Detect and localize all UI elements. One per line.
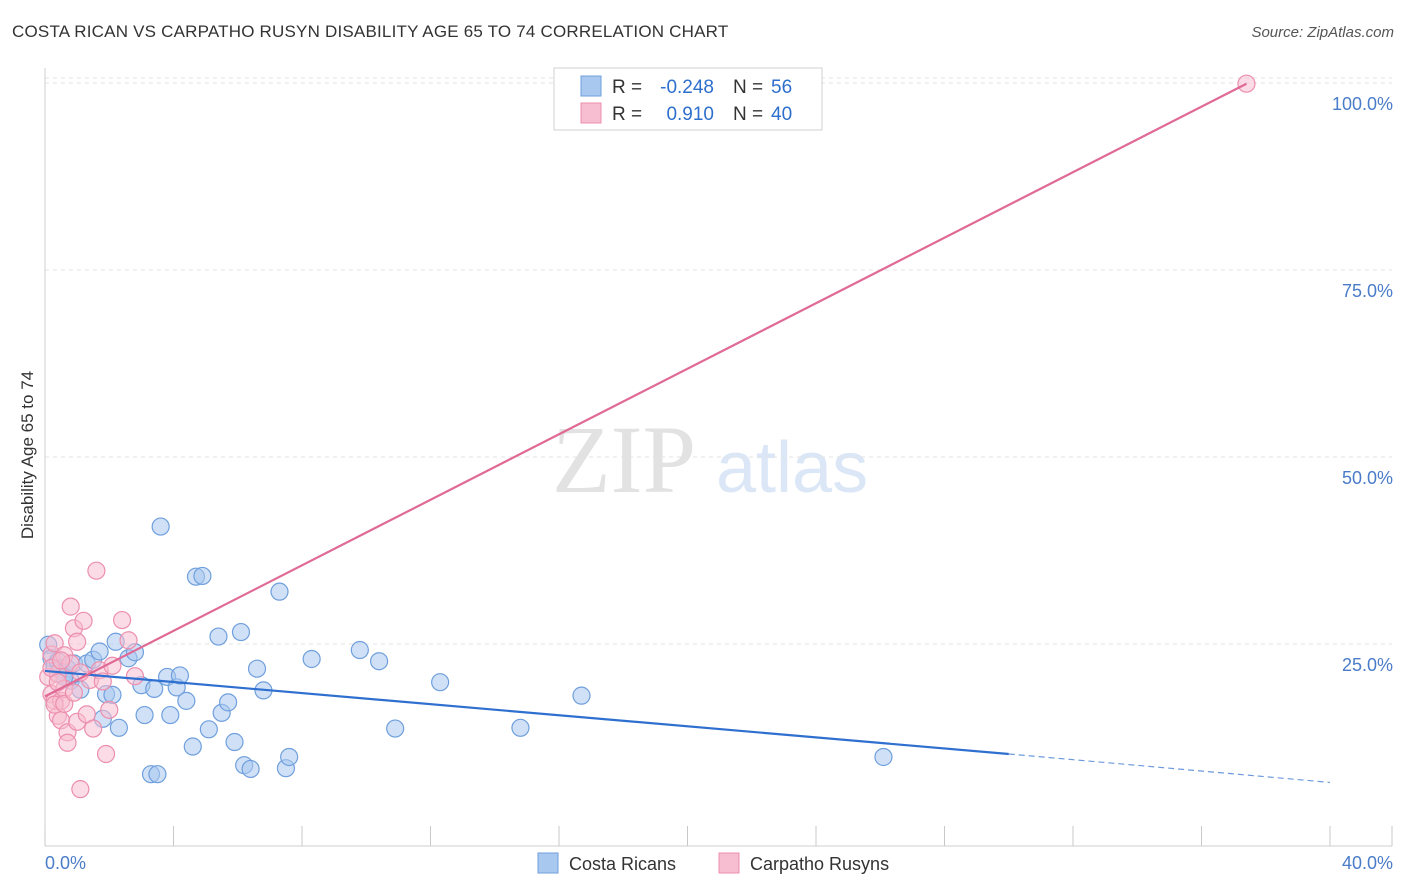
point-costa-ricans-30 [183, 737, 202, 756]
point-costa-ricans-22 [145, 679, 164, 699]
watermark-zip: ZIP [552, 406, 696, 513]
point-costa-ricans-26 [161, 705, 180, 725]
point-carpatho-rusyns-30 [119, 631, 138, 650]
point-costa-ricans-38 [231, 622, 251, 642]
point-costa-ricans-23 [148, 765, 167, 784]
point-costa-ricans-28 [170, 666, 190, 685]
point-carpatho-rusyns-4 [45, 634, 64, 653]
grid-lines [45, 77, 1392, 645]
watermark-atlas: atlas [716, 428, 868, 508]
y-tick-label-50: 50.0% [1342, 468, 1393, 488]
point-carpatho-rusyns-13 [61, 597, 80, 616]
point-costa-ricans-33 [199, 720, 218, 739]
x-tick-label-end: 40.0% [1342, 853, 1393, 873]
point-costa-ricans-43 [270, 582, 289, 601]
point-costa-ricans-12 [90, 642, 109, 661]
scatter-points [39, 74, 1256, 799]
chart-title: COSTA RICAN VS CARPATHO RUSYN DISABILITY… [12, 22, 729, 41]
trend-lines [44, 82, 1331, 784]
y-tick-label-75: 75.0% [1342, 281, 1393, 301]
point-carpatho-rusyns-12 [58, 733, 77, 752]
legend-n-label-2: N = [733, 104, 763, 125]
tick-labels: 25.0% 50.0% 75.0% 100.0% 0.0% 40.0% [45, 94, 1393, 873]
point-costa-ricans-45 [280, 747, 299, 767]
bottom-legend-swatch-carpatho-rusyns [718, 852, 740, 874]
source-label: Source: ZipAtlas.com [1251, 24, 1394, 41]
point-costa-ricans-53 [874, 747, 893, 767]
point-costa-ricans-41 [247, 659, 267, 678]
point-carpatho-rusyns-36 [51, 651, 71, 670]
legend: R = -0.248 N = 56 R = 0.910 N = 40 [553, 67, 823, 131]
point-carpatho-rusyns-26 [96, 744, 116, 764]
point-carpatho-rusyns-23 [87, 561, 106, 580]
point-carpatho-rusyns-27 [100, 700, 119, 719]
point-costa-ricans-47 [350, 640, 369, 660]
y-axis-label: Disability Age 65 to 74 [18, 371, 37, 539]
point-costa-ricans-16 [109, 718, 128, 737]
legend-n-value-2: 40 [771, 104, 792, 125]
legend-r-label-2: R = [612, 104, 642, 125]
point-carpatho-rusyns-18 [71, 780, 90, 799]
point-costa-ricans-50 [431, 673, 450, 692]
point-carpatho-rusyns-31 [125, 667, 145, 686]
legend-swatch-carpatho-rusyns [580, 102, 602, 124]
point-costa-ricans-36 [219, 693, 238, 712]
bottom-legend-carpatho-rusyns: Carpatho Rusyns [750, 854, 889, 874]
trendline-costa-ricans [44, 669, 1009, 756]
point-costa-ricans-49 [386, 719, 405, 738]
x-tick-label-start: 0.0% [45, 853, 86, 873]
point-carpatho-rusyns-35 [48, 673, 67, 692]
legend-n-label-1: N = [733, 77, 763, 98]
legend-n-value-1: 56 [771, 77, 792, 98]
y-tick-label-100: 100.0% [1332, 94, 1393, 114]
point-costa-ricans-46 [302, 649, 321, 669]
point-costa-ricans-52 [572, 686, 591, 705]
point-carpatho-rusyns-22 [84, 719, 103, 738]
point-costa-ricans-32 [193, 566, 212, 586]
point-carpatho-rusyns-19 [74, 611, 93, 630]
legend-r-value-1: -0.248 [660, 77, 714, 98]
y-tick-label-25: 25.0% [1342, 655, 1393, 675]
point-costa-ricans-37 [225, 732, 244, 752]
trendline-carpatho-rusyns [44, 82, 1247, 698]
point-carpatho-rusyns-17 [68, 632, 87, 651]
point-costa-ricans-24 [151, 517, 170, 536]
trendline-costa-ricans-extension [1008, 753, 1331, 784]
point-carpatho-rusyns-29 [112, 610, 132, 630]
legend-swatch-costa-ricans [580, 75, 602, 97]
point-costa-ricans-40 [241, 759, 260, 779]
point-costa-ricans-48 [370, 652, 389, 671]
point-costa-ricans-20 [135, 705, 154, 725]
point-costa-ricans-34 [209, 627, 228, 646]
point-costa-ricans-29 [177, 691, 196, 710]
legend-r-value-2: 0.910 [666, 104, 714, 125]
bottom-legend-costa-ricans: Costa Ricans [569, 854, 676, 874]
bottom-legend: Costa Ricans Carpatho Rusyns [537, 852, 889, 874]
point-carpatho-rusyns-38 [64, 683, 84, 702]
bottom-legend-swatch-costa-ricans [537, 852, 559, 874]
axes [44, 68, 1393, 847]
legend-r-label-1: R = [612, 77, 642, 98]
point-costa-ricans-51 [511, 718, 530, 737]
